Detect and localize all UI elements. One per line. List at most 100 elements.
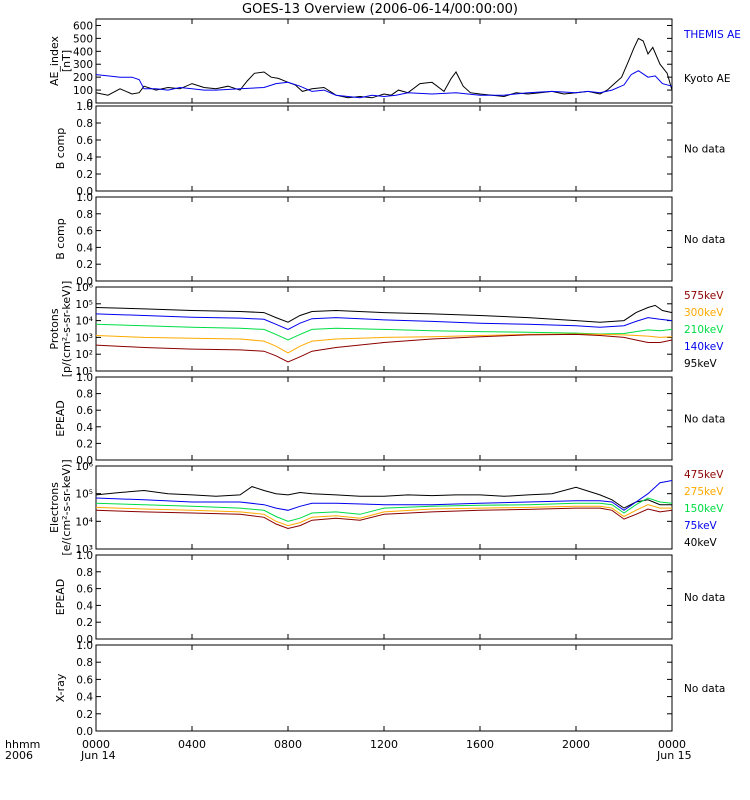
series-line-themis-ae: [95, 70, 673, 99]
y-tick-label: 0.8: [76, 389, 93, 401]
panel-5: 0.0 0.2 0.4 0.6 0.8 1.0 EPEAD No data: [54, 372, 725, 467]
time-axis-row2-prefix: 2006: [5, 749, 33, 762]
y-tick-label: 1.0: [76, 372, 93, 384]
date-label-start: Jun 14: [80, 749, 116, 762]
y-tick-label: 1.0: [76, 640, 93, 652]
panel-frame: [95, 554, 673, 640]
series-line-150kev: [95, 497, 673, 522]
y-tick-label: 0.4: [76, 152, 93, 164]
y-tick-label: 0.0: [76, 186, 93, 198]
time-tick-label: 0000: [658, 738, 686, 751]
y-tick-label: 0.6: [76, 674, 93, 686]
y-axis-label: [e/(cm²-s-sr-keV)]: [60, 459, 73, 555]
y-tick-label: 0.8: [76, 567, 93, 579]
legend-entry: 475keV: [684, 469, 724, 481]
y-axis-label: AE_index: [48, 35, 61, 86]
y-tick-label: 0.0: [76, 634, 93, 646]
y-tick-label: 0.6: [76, 405, 93, 417]
no-data-label: No data: [684, 234, 725, 246]
legend-entry: 95keV: [684, 358, 718, 370]
y-tick-label: 0.8: [76, 657, 93, 669]
panel-7: 0.0 0.2 0.4 0.6 0.8 1.0 EPEAD No data: [54, 550, 725, 646]
series-line-kyoto-ae: [95, 37, 673, 99]
y-tick-label: 10⁶: [75, 461, 93, 473]
legend-entry: 275keV: [684, 486, 724, 498]
time-tick-label: 0400: [178, 738, 206, 751]
series-line-140kev: [95, 313, 673, 330]
y-tick-label: 1.0: [76, 550, 93, 562]
y-tick-label: 10¹: [75, 366, 93, 378]
y-tick-label: 0.2: [76, 169, 93, 181]
y-axis-label: B comp: [54, 128, 67, 170]
panel-frame: [95, 196, 673, 282]
y-tick-label: 400: [73, 46, 93, 58]
series-line-475kev: [95, 507, 673, 530]
panel-frame: [95, 465, 673, 550]
y-tick-label: 300: [73, 59, 93, 71]
legend-entry: 40keV: [684, 537, 718, 549]
series-line-210kev: [95, 323, 673, 341]
y-tick-label: 0.4: [76, 692, 93, 704]
y-tick-label: 0.6: [76, 135, 93, 147]
y-tick-label: 100: [73, 85, 93, 97]
panel-6: 10³ 10⁴ 10⁵ 10⁶ Electrons [e/(cm²-s-sr-keV)] 4…: [48, 459, 724, 556]
legend-entry: 75keV: [684, 520, 718, 532]
y-tick-label: 0.4: [76, 600, 93, 612]
legend-entry: 300keV: [684, 307, 724, 319]
y-tick-label: 0.2: [76, 438, 93, 450]
y-tick-label: 0.8: [76, 118, 93, 130]
y-tick-label: 10³: [75, 544, 93, 556]
y-tick-label: 0: [86, 98, 93, 110]
y-tick-label: 0.2: [76, 259, 93, 271]
no-data-label: No data: [684, 144, 725, 156]
no-data-label: No data: [684, 683, 725, 695]
y-axis-label: Protons: [48, 308, 61, 349]
panel-3: 0.0 0.2 0.4 0.6 0.8 1.0 B comp No data: [54, 192, 725, 288]
no-data-label: No data: [684, 414, 725, 426]
legend-entry: 210keV: [684, 324, 724, 336]
time-axis-row1-prefix: hhmm: [5, 738, 40, 751]
y-tick-label: 10⁴: [75, 516, 93, 528]
time-tick-label: 2000: [562, 738, 590, 751]
y-tick-label: 1.0: [76, 192, 93, 204]
series-line-75kev: [95, 480, 673, 511]
y-tick-label: 0.0: [76, 455, 93, 467]
panel-frame: [95, 105, 673, 192]
y-axis-label: EPEAD: [54, 579, 67, 616]
no-data-label: No data: [684, 592, 725, 604]
legend-entry: THEMIS AE: [683, 29, 741, 41]
series-line-40kev: [95, 486, 672, 509]
y-tick-label: 0.2: [76, 709, 93, 721]
y-tick-label: 200: [73, 72, 93, 84]
y-tick-label: 10²: [75, 349, 93, 361]
time-tick-label: 0800: [274, 738, 302, 751]
y-tick-label: 1.0: [76, 101, 93, 113]
panel-frame: [95, 18, 673, 104]
legend-entry: 575keV: [684, 290, 724, 302]
time-tick-label: 1600: [466, 738, 494, 751]
y-tick-label: 10⁶: [75, 282, 93, 294]
y-tick-label: 0.2: [76, 617, 93, 629]
y-axis-label: X-ray: [54, 673, 67, 702]
panel-4: 10¹ 10² 10³ 10⁴ 10⁵ 10⁶ Protons [p/(cm²-s-sr-ke…: [48, 281, 724, 378]
y-axis-label: [p/(cm²-s-sr-keV)]: [60, 281, 73, 378]
time-axis: hhmm 2006 0000 0400 0800 1200 1600 2000 0000Ju…: [5, 738, 692, 762]
series-line-275kev: [95, 504, 672, 527]
y-axis-label: B comp: [54, 218, 67, 260]
y-tick-label: 0.4: [76, 422, 93, 434]
y-tick-label: 10⁵: [75, 489, 93, 501]
y-tick-label: 0.0: [76, 276, 93, 288]
y-tick-label: 10³: [75, 332, 93, 344]
panel-frame: [95, 644, 673, 732]
legend-entry: Kyoto AE: [684, 73, 730, 85]
legend-entry: 150keV: [684, 503, 724, 515]
y-tick-label: 0.4: [76, 242, 93, 254]
y-tick-label: 500: [73, 33, 93, 45]
series-line-575kev: [95, 333, 673, 363]
panel-frame: [95, 376, 673, 461]
time-tick-label: 1200: [370, 738, 398, 751]
y-tick-label: 0.0: [76, 726, 93, 738]
date-label-end: Jun 15: [656, 749, 692, 762]
